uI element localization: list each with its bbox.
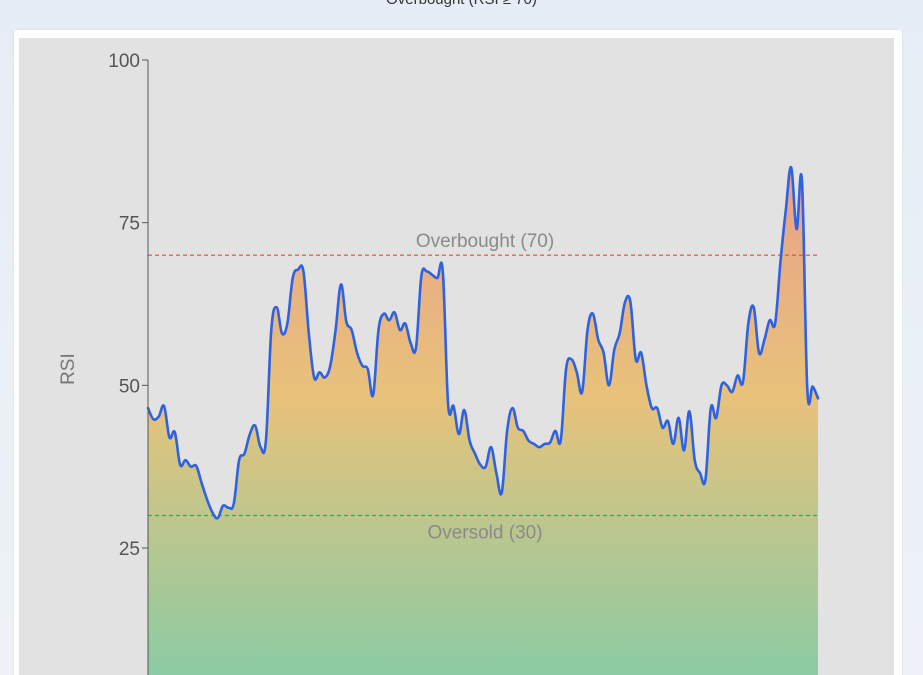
y-axis-title: RSI	[58, 353, 79, 385]
rsi-chart: Overbought (70) Oversold (30) 25 50 75 100 RSI	[19, 38, 894, 675]
overbought-label: Overbought (70)	[416, 231, 554, 252]
rsi-line	[146, 166, 820, 520]
legend-overbought-label: Overbought (RSI ≥ 70)	[0, 0, 923, 8]
y-tick-label: 100	[108, 51, 140, 72]
rsi-area-fill	[148, 167, 818, 675]
chart-card: Overbought (70) Oversold (30) 25 50 75 100 RSI	[14, 30, 902, 675]
y-tick-label: 75	[119, 214, 140, 235]
oversold-label: Oversold (30)	[427, 522, 542, 543]
y-tick-label: 50	[119, 376, 140, 397]
y-tick-label: 25	[119, 539, 140, 560]
